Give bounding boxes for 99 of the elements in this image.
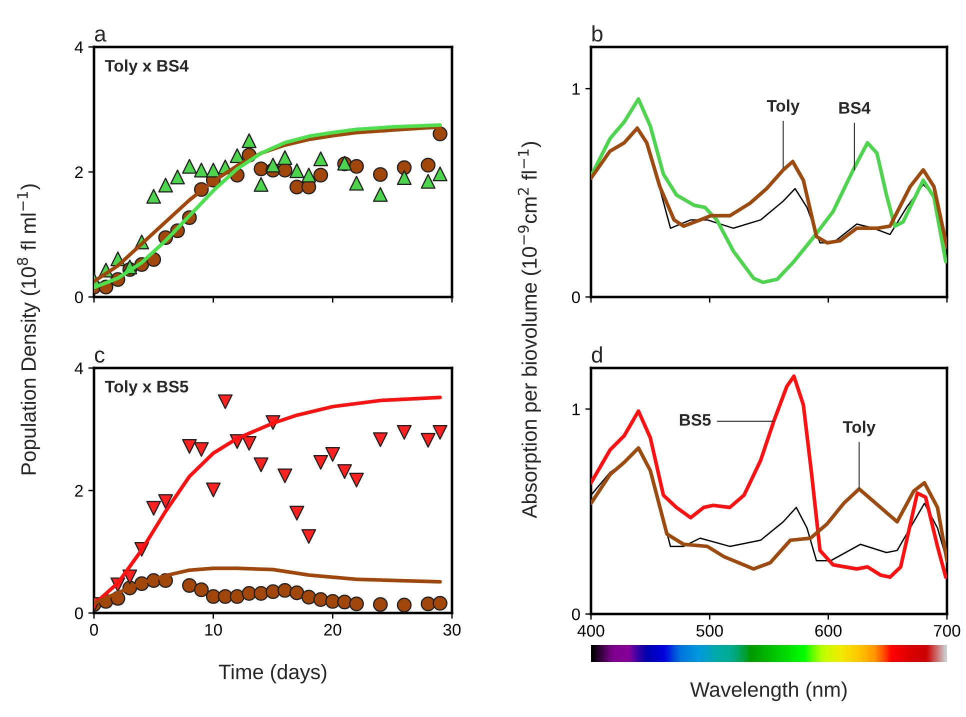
- line-series: [591, 374, 947, 579]
- point: [182, 158, 197, 174]
- y-tick-label: 1: [572, 83, 580, 95]
- point: [373, 187, 388, 202]
- point: [146, 500, 162, 516]
- point: [194, 442, 209, 457]
- y-tick-label: 4: [74, 362, 84, 374]
- annotation: Toly: [842, 420, 876, 436]
- point: [266, 158, 280, 172]
- point: [373, 432, 388, 448]
- annotation: Toly: [766, 99, 800, 116]
- point: [278, 468, 292, 484]
- x-tick-label: 10: [205, 624, 222, 636]
- annotation: BS5: [680, 414, 711, 426]
- point: [301, 168, 316, 182]
- point: [194, 162, 209, 178]
- y-tick-label: 2: [75, 484, 83, 497]
- chart-title: c: [94, 350, 105, 363]
- point: [230, 589, 245, 604]
- y-axis-title: Absorption per biovolume (10$^{−9}$cm$^{2}$ fl$^{−1}$): [518, 142, 541, 518]
- line-series: [591, 97, 947, 284]
- point: [206, 589, 221, 604]
- point: [301, 529, 316, 544]
- point: [373, 167, 388, 182]
- point: [337, 464, 352, 479]
- point: [158, 178, 173, 192]
- point: [432, 596, 448, 611]
- point: [266, 584, 280, 599]
- point: [182, 439, 197, 454]
- point: [254, 161, 268, 176]
- point: [254, 586, 268, 601]
- point: [349, 596, 364, 612]
- x-tick-label: 0: [90, 624, 98, 636]
- point: [230, 148, 245, 164]
- point: [242, 586, 257, 601]
- point: [349, 472, 364, 488]
- point: [254, 177, 268, 192]
- point: [432, 424, 448, 440]
- point: [325, 594, 340, 609]
- point: [313, 151, 328, 166]
- x-tick-label: 600: [815, 624, 842, 637]
- point: [349, 158, 364, 174]
- point: [396, 160, 412, 175]
- x-axis-title: Wavelength (nm): [690, 682, 847, 702]
- annotation: BS4: [839, 102, 871, 114]
- x-tick-label: 700: [934, 624, 960, 637]
- point: [313, 592, 328, 607]
- y-tick-label: 0: [74, 607, 83, 620]
- point: [420, 596, 436, 612]
- x-tick-label: 500: [696, 624, 723, 637]
- point: [289, 163, 304, 178]
- point: [218, 589, 233, 604]
- point: [182, 578, 197, 593]
- point: [206, 162, 221, 178]
- x-tick-label: 30: [443, 624, 461, 636]
- point: [396, 598, 412, 612]
- y-tick-label: 4: [74, 42, 84, 54]
- point: [278, 150, 292, 165]
- text: Toly x BS4: [104, 59, 189, 75]
- point: [337, 594, 352, 610]
- point: [278, 582, 292, 598]
- point: [396, 424, 412, 440]
- x-tick-label: 20: [324, 624, 342, 636]
- point: [194, 582, 209, 598]
- chart-title: a: [94, 29, 106, 42]
- x-tick-label: 400: [577, 624, 604, 637]
- y-tick-label: 1: [572, 404, 580, 416]
- point: [146, 188, 162, 204]
- chart-title: b: [592, 25, 602, 42]
- y-axis-title: Population Density (10$^{8}$ fl ml$^{−1}$): [16, 184, 40, 474]
- point: [432, 166, 448, 182]
- y-tick-label: 2: [75, 166, 83, 178]
- point: [325, 447, 340, 462]
- y-tick-label: 0: [572, 291, 580, 304]
- point: [170, 170, 185, 184]
- point: [206, 482, 221, 498]
- y-tick-label: 0: [74, 291, 83, 304]
- point: [289, 585, 304, 600]
- point: [289, 506, 304, 521]
- point: [313, 168, 328, 182]
- point: [420, 158, 436, 172]
- chart-title: d: [592, 346, 602, 363]
- point: [420, 432, 436, 448]
- point: [432, 126, 448, 142]
- point: [349, 176, 364, 191]
- point: [289, 180, 304, 194]
- point: [218, 394, 233, 410]
- point: [301, 590, 316, 605]
- point: [373, 597, 388, 612]
- y-tick-label: 0: [572, 608, 580, 620]
- point: [313, 454, 328, 470]
- point: [420, 174, 436, 189]
- point: [254, 457, 268, 472]
- point: [396, 170, 412, 185]
- point: [242, 436, 257, 451]
- point: [242, 133, 257, 148]
- x-axis-title: Time (days): [218, 664, 326, 684]
- text: Toly x BS5: [104, 380, 188, 396]
- point: [158, 494, 173, 509]
